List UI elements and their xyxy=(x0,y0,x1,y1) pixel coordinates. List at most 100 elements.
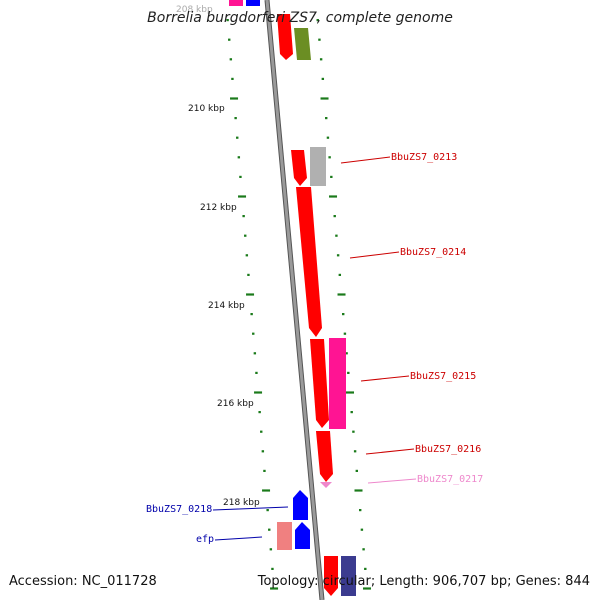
label-leader xyxy=(340,156,391,164)
gene-feature[interactable] xyxy=(316,431,333,482)
scale-minor-tick xyxy=(350,411,353,414)
scale-minor-tick xyxy=(242,215,245,218)
scale-minor-tick xyxy=(318,38,321,41)
gene-feature[interactable] xyxy=(310,147,326,186)
scale-minor-tick xyxy=(326,136,330,139)
scale-minor-tick xyxy=(364,567,367,570)
scale-minor-tick xyxy=(321,77,325,80)
scale-minor-tick xyxy=(316,19,319,22)
gene-feature[interactable] xyxy=(320,482,332,488)
scale-major-tick xyxy=(254,391,263,394)
label-leader xyxy=(214,536,263,541)
scale-label: 210 kbp xyxy=(188,104,225,114)
accession-label: Accession: NC_011728 xyxy=(9,574,157,589)
genome-summary: Topology: circular; Length: 906,707 bp; … xyxy=(257,574,590,589)
scale-major-tick xyxy=(230,97,239,100)
scale-label: 208 kbp xyxy=(176,5,213,15)
gene-label[interactable]: BbuZS7_0215 xyxy=(410,371,476,382)
gene-feature[interactable] xyxy=(277,522,292,550)
scale-major-tick xyxy=(362,587,371,590)
gene-feature[interactable] xyxy=(341,556,356,596)
scale-minor-tick xyxy=(236,136,239,139)
scale-minor-tick xyxy=(319,58,323,61)
scale-minor-tick xyxy=(268,528,271,531)
scale-minor-tick xyxy=(345,352,348,355)
scale-minor-tick xyxy=(260,430,263,433)
scale-dots xyxy=(226,19,371,590)
scale-minor-tick xyxy=(253,352,257,355)
scale-minor-tick xyxy=(247,273,250,276)
gene-label[interactable]: BbuZS7_0213 xyxy=(391,152,457,163)
gene-feature[interactable] xyxy=(277,14,293,60)
scale-minor-tick xyxy=(359,509,362,512)
scale-minor-tick xyxy=(261,450,265,453)
scale-minor-tick xyxy=(244,234,247,237)
scale-minor-tick xyxy=(325,117,328,120)
scale-minor-tick xyxy=(237,156,241,159)
gene-feature[interactable] xyxy=(293,490,308,520)
label-leader xyxy=(212,506,289,511)
scale-minor-tick xyxy=(335,234,338,237)
scale-minor-tick xyxy=(360,528,364,531)
label-leader xyxy=(349,251,400,259)
scale-major-tick xyxy=(238,195,247,198)
gene-label[interactable]: efp xyxy=(196,534,214,545)
scale-minor-tick xyxy=(234,117,237,120)
gene-feature[interactable] xyxy=(291,150,307,186)
scale-minor-tick xyxy=(355,469,359,472)
scale-minor-tick xyxy=(255,371,258,374)
scale-major-tick xyxy=(329,195,338,198)
scale-minor-tick xyxy=(342,313,345,316)
gene-feature[interactable] xyxy=(294,28,311,60)
scale-minor-tick xyxy=(266,509,269,512)
gene-label[interactable]: BbuZS7_0217 xyxy=(417,474,483,485)
gene-label[interactable]: BbuZS7_0216 xyxy=(415,444,481,455)
scale-minor-tick xyxy=(228,38,231,41)
scale-minor-tick xyxy=(245,254,249,257)
scale-minor-tick xyxy=(258,411,261,414)
label-leader xyxy=(360,375,410,382)
scale-minor-tick xyxy=(343,332,347,335)
scale-label: 212 kbp xyxy=(200,203,237,213)
scale-label: 218 kbp xyxy=(223,498,260,508)
page-title: Borrelia burgdorferi ZS7, complete genom… xyxy=(147,10,453,26)
gene-label[interactable]: BbuZS7_0218 xyxy=(146,504,212,515)
scale-minor-tick xyxy=(263,469,266,472)
scale-minor-tick xyxy=(362,548,365,551)
scale-label: 214 kbp xyxy=(208,301,245,311)
label-leader xyxy=(365,448,415,455)
scale-minor-tick xyxy=(338,273,342,276)
scale-major-tick xyxy=(262,489,271,492)
gene-feature[interactable] xyxy=(295,522,310,549)
scale-minor-tick xyxy=(231,77,234,80)
label-leader xyxy=(367,478,417,484)
scale-major-tick xyxy=(346,391,355,394)
scale-minor-tick xyxy=(250,313,253,316)
scale-minor-tick xyxy=(271,567,274,570)
scale-minor-tick xyxy=(226,19,229,22)
gene-feature[interactable] xyxy=(296,187,322,337)
gene-feature[interactable] xyxy=(324,556,338,596)
scale-minor-tick xyxy=(330,175,333,178)
scale-minor-tick xyxy=(333,215,336,218)
gene-feature[interactable] xyxy=(229,0,243,6)
scale-major-tick xyxy=(320,97,329,100)
scale-minor-tick xyxy=(229,58,233,61)
scale-major-tick xyxy=(246,293,255,296)
gene-feature[interactable] xyxy=(310,339,329,428)
scale-minor-tick xyxy=(239,175,242,178)
scale-minor-tick xyxy=(353,450,357,453)
genome-backbone-highlight xyxy=(265,0,324,600)
scale-minor-tick xyxy=(352,430,355,433)
scale-minor-tick xyxy=(252,332,255,335)
scale-major-tick xyxy=(354,489,363,492)
scale-major-tick xyxy=(337,293,346,296)
scale-minor-tick xyxy=(336,254,340,257)
scale-minor-tick xyxy=(328,156,331,159)
gene-feature[interactable] xyxy=(246,0,260,6)
gene-label[interactable]: BbuZS7_0214 xyxy=(400,247,466,258)
scale-minor-tick xyxy=(269,548,273,551)
gene-feature[interactable] xyxy=(329,338,346,429)
scale-major-tick xyxy=(270,587,279,590)
